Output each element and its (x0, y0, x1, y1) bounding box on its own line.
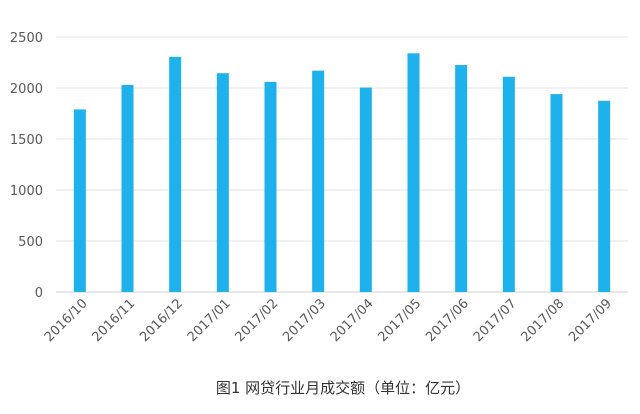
y-tick-label: 2500 (10, 31, 43, 46)
bar (455, 65, 468, 292)
x-tick-label: 2017/08 (519, 296, 568, 345)
y-tick-label: 1500 (10, 133, 43, 148)
x-tick-label: 2016/11 (90, 296, 139, 345)
bar (502, 76, 515, 292)
x-tick-label: 2017/02 (233, 296, 282, 345)
x-axis-tick-labels: 2016/102016/112016/122017/012017/022017/… (42, 296, 615, 345)
x-tick-label: 2017/07 (471, 296, 520, 345)
bar (359, 87, 372, 293)
y-tick-label: 0 (35, 286, 43, 301)
y-tick-label: 500 (18, 235, 43, 250)
x-tick-label: 2017/09 (566, 296, 615, 345)
bar (73, 109, 86, 292)
bar (598, 100, 611, 292)
bars (73, 53, 611, 293)
bar (169, 56, 182, 292)
bar (407, 53, 420, 292)
x-tick-label: 2017/05 (376, 296, 425, 345)
x-tick-label: 2017/06 (423, 296, 472, 345)
bar (264, 81, 277, 292)
x-tick-label: 2017/03 (280, 296, 329, 345)
bar (216, 73, 229, 293)
x-tick-label: 2017/01 (185, 296, 234, 345)
x-tick-label: 2016/10 (42, 296, 91, 345)
y-tick-label: 1000 (10, 184, 43, 199)
y-axis-tick-labels: 0 500 1000 1500 2000 2500 (10, 31, 43, 301)
grid-lines (56, 36, 628, 293)
y-tick-label: 2000 (10, 82, 43, 97)
chart-caption: 图1 网贷行业月成交额（单位：亿元） (216, 379, 470, 397)
x-tick-label: 2016/12 (137, 296, 186, 345)
x-tick-label: 2017/04 (328, 296, 377, 345)
bar (312, 70, 325, 292)
bar (121, 84, 134, 292)
bar (550, 94, 563, 293)
